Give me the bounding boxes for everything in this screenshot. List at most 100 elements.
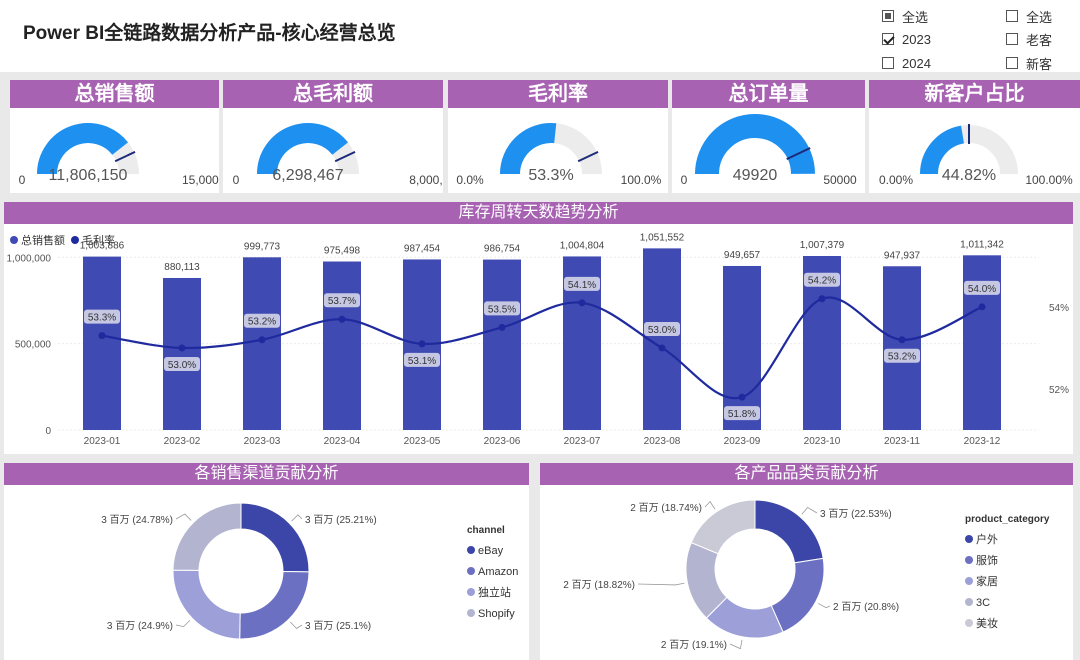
- kpi-title: 总毛利额: [223, 80, 443, 108]
- line-value-label: 53.2%: [888, 352, 916, 363]
- line-label-bg: [164, 356, 200, 371]
- bar: [883, 266, 921, 430]
- leader-line: [704, 500, 716, 510]
- slice-label: 2 百万 (19.1%): [661, 639, 727, 651]
- slice-label: 3 百万 (24.78%): [101, 514, 173, 526]
- category-chart-title: 各产品品类贡献分析: [540, 463, 1073, 485]
- gauge-fill: [920, 125, 965, 175]
- line-value-label: 53.3%: [88, 313, 116, 324]
- kpi-card-total-sales[interactable]: 总销售额 11,806,150 0 15,000,000: [10, 80, 219, 193]
- slicer-customer-all[interactable]: 全选: [1006, 8, 1052, 25]
- gauge-min-label: 0.00%: [879, 173, 913, 187]
- line-point: [978, 303, 986, 311]
- line-label: 53.2%: [884, 348, 920, 363]
- y-tick-label: 1,000,000: [7, 253, 52, 264]
- bar-value-label: 880,113: [164, 262, 200, 273]
- line-point: [338, 315, 346, 323]
- line-label-bg: [484, 301, 520, 316]
- category-donut-chart[interactable]: 3 百万 (22.53%) 2 百万 (20.8%) 2 百万 (19.1%) 2 百…: [540, 463, 1073, 660]
- gauge-min-label: 0: [233, 173, 240, 187]
- checkbox-checked-icon[interactable]: [882, 33, 894, 45]
- leader-line: [801, 506, 818, 515]
- donut-slice: [754, 499, 824, 564]
- checkbox-icon[interactable]: [1006, 33, 1018, 45]
- line-value-label: 53.7%: [328, 296, 356, 307]
- page-title: Power BI全链路数据分析产品-核心经营总览: [23, 23, 396, 44]
- checkbox-icon[interactable]: [1006, 10, 1018, 22]
- leader-line: [290, 621, 303, 630]
- bar-value-label: 1,011,342: [960, 239, 1004, 250]
- line-label-bg: [884, 348, 920, 363]
- line-value-label: 53.5%: [488, 304, 516, 315]
- bar: [163, 277, 201, 430]
- x-tick-label: 2023-02: [164, 436, 201, 447]
- legend-label[interactable]: 毛利率: [82, 235, 115, 247]
- kpi-card-total-gross-profit[interactable]: 总毛利额 6,298,467 0 8,000,000: [223, 80, 443, 193]
- gauge-min-label: 0.0%: [456, 173, 484, 187]
- slice-label: 2 百万 (18.82%): [563, 579, 635, 591]
- kpi-card-total-orders[interactable]: 总订单量 49920 0 50000: [672, 80, 865, 193]
- leader-line: [175, 513, 192, 521]
- checkbox-icon[interactable]: [882, 57, 894, 69]
- gauge-max-label: 100.00%: [1025, 173, 1073, 187]
- legend-label: 家居: [976, 574, 998, 588]
- legend-dot-icon: [10, 236, 18, 244]
- trend-chart-title: 库存周转天数趋势分析: [4, 202, 1073, 224]
- donut-slice: [690, 499, 756, 555]
- checkbox-icon[interactable]: [1006, 57, 1018, 69]
- top-bar: Power BI全链路数据分析产品-核心经营总览 全选 2023 2024 全选…: [0, 0, 1080, 72]
- kpi-card-gross-margin[interactable]: 毛利率 53.3% 0.0% 100.0%: [448, 80, 668, 193]
- gauge-target-marker: [786, 147, 811, 161]
- slicer-customer-new[interactable]: 新客: [1006, 55, 1052, 72]
- bar-value-label: 1,051,552: [640, 232, 685, 243]
- x-tick-label: 2023-04: [324, 436, 361, 447]
- donut-slice: [770, 557, 825, 633]
- bar: [723, 265, 761, 430]
- legend-dot-icon: [965, 598, 973, 606]
- line-point: [578, 299, 586, 307]
- legend-dot-icon: [965, 577, 973, 585]
- legend-dot-icon: [467, 588, 475, 596]
- gauge-fill: [37, 123, 129, 175]
- category-donut-panel: 各产品品类贡献分析 3 百万 (22.53%) 2 百万 (20.8%) 2 百万 …: [540, 463, 1073, 660]
- line-label-bg: [644, 321, 680, 336]
- gauge-max-label: 8,000,000: [409, 173, 443, 187]
- legend-dot-icon: [467, 567, 475, 575]
- gauge-value-label: 49920: [733, 167, 778, 184]
- x-tick-label: 2023-08: [644, 436, 681, 447]
- kpi-title: 新客户占比: [869, 80, 1080, 108]
- line-point: [738, 393, 746, 401]
- x-tick-label: 2023-06: [484, 436, 521, 447]
- slicer-customer-old[interactable]: 老客: [1006, 31, 1052, 48]
- gauge-value-label: 44.82%: [942, 167, 996, 184]
- gauge-max-label: 100.0%: [621, 173, 662, 187]
- channel-donut-chart[interactable]: 3 百万 (25.21%) 3 百万 (25.1%) 3 百万 (24.9%) 3 百…: [4, 463, 529, 660]
- line-label: 51.8%: [724, 406, 760, 421]
- bar: [83, 256, 121, 430]
- legend-label: eBay: [478, 545, 504, 557]
- gauge-value-label: 11,806,150: [49, 167, 128, 184]
- bar: [483, 259, 521, 430]
- legend-label[interactable]: 总销售额: [21, 235, 65, 247]
- leader-line: [818, 603, 831, 609]
- gauge-fill: [500, 123, 557, 175]
- donut-slice: [172, 502, 242, 571]
- slicer-year-all[interactable]: 全选: [882, 8, 928, 25]
- checkbox-partial-icon[interactable]: [882, 10, 894, 22]
- line-label: 53.0%: [644, 321, 680, 336]
- line-point: [418, 340, 426, 348]
- slicer-year-2023[interactable]: 2023: [882, 31, 931, 47]
- line-label-bg: [804, 272, 840, 287]
- combo-bar-line-chart[interactable]: 0 500,000 1,000,000 52% 54% 1,003,886 2023-01 8…: [4, 202, 1073, 454]
- slice-label: 3 百万 (22.53%): [820, 508, 892, 520]
- line-point: [178, 344, 186, 352]
- legend-dot-icon: [467, 609, 475, 617]
- gauge-target-marker: [114, 150, 136, 163]
- gauge-fill: [257, 123, 349, 175]
- slicer-year-2024[interactable]: 2024: [882, 55, 931, 71]
- slice-label: 3 百万 (25.1%): [305, 620, 371, 632]
- gauge-target-marker: [577, 150, 599, 163]
- channel-donut-panel: 各销售渠道贡献分析 3 百万 (25.21%) 3 百万 (25.1%) 3 百万 …: [4, 463, 529, 660]
- kpi-card-new-customer-share[interactable]: 新客户占比 44.82% 0.00% 100.00%: [869, 80, 1080, 193]
- bar-value-label: 987,454: [404, 243, 441, 254]
